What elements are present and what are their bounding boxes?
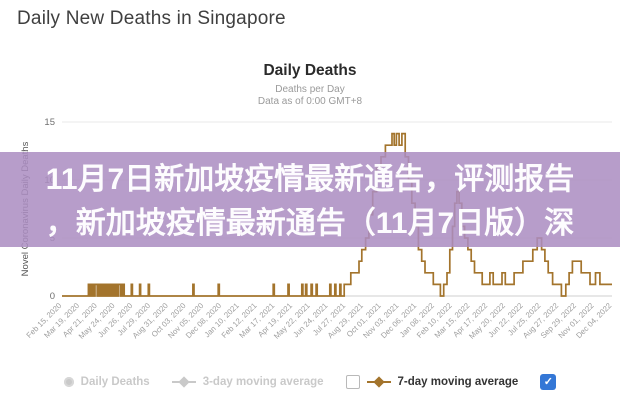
legend-item-daily-deaths[interactable]: Daily Deaths (63, 376, 150, 388)
chart-legend: Daily Deaths 3-day moving average 7-day … (0, 374, 620, 390)
checked-checkbox[interactable]: ✓ (540, 374, 557, 390)
chart-subtitle-data-asof: Data as of 0:00 GMT+8 (257, 96, 363, 107)
unchecked-checkbox[interactable] (345, 375, 360, 389)
page-title: Daily New Deaths in Singapore (17, 8, 286, 29)
overlay-text-line2: ，新加坡疫情最新通告（11月7日版）深 (45, 206, 575, 240)
y-tick-label: 15 (44, 117, 55, 128)
y-tick-label: 0 (50, 291, 55, 302)
legend-item-3day-average[interactable]: 3-day moving average (171, 376, 324, 388)
overlay-text-line1: 11月7日新加坡疫情最新通告，评测报告 (45, 162, 575, 196)
circle-marker-icon (63, 377, 74, 387)
watermark-overlay-banner: 11月7日新加坡疫情最新通告，评测报告 ，新加坡疫情最新通告（11月7日版）深 (0, 152, 620, 247)
legend-item-7day-average[interactable]: 7-day moving average (345, 375, 519, 389)
legend-label: 3-day moving average (202, 376, 324, 388)
legend-label: 7-day moving average (397, 376, 519, 388)
diamond-line-icon (171, 376, 196, 388)
diamond-line-icon (366, 376, 391, 388)
moving-average-line (62, 132, 612, 297)
chart-title: Daily Deaths (263, 62, 357, 79)
chart-subtitle-deaths-per-day: Deaths per Day (275, 84, 345, 95)
legend-label: Daily Deaths (80, 376, 150, 388)
